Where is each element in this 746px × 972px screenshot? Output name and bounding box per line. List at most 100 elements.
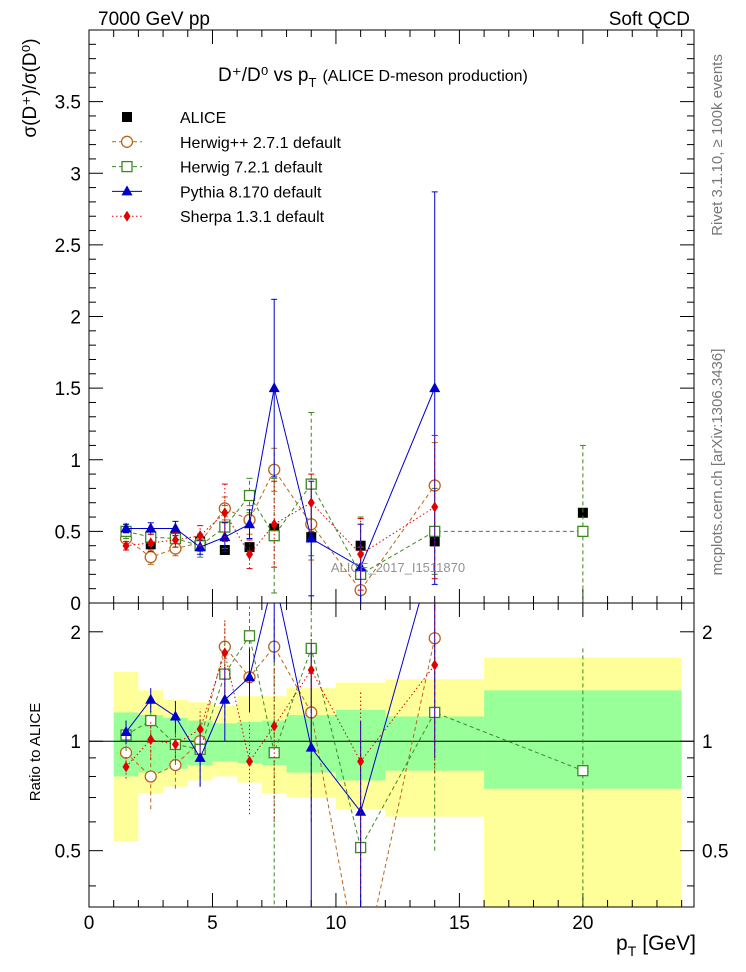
ratio-point-herwig7	[243, 630, 256, 642]
ratio-line-herwigpp	[125, 638, 436, 907]
ratio-line-sherpa	[125, 650, 436, 768]
main-y-tick-label: 2	[70, 308, 81, 329]
ratio-point-pythia	[194, 751, 206, 762]
ratio-series-sherpa	[122, 603, 439, 895]
ratio-point-pythia	[145, 693, 157, 704]
data-point-pythia	[169, 522, 181, 533]
ratio-frame-border	[88, 602, 695, 908]
ratio-panel: 0 5 10 15 20 0.5 0.5 1 1 2 2	[55, 602, 728, 934]
data-point-sherpa	[221, 507, 229, 519]
data-point-sherpa	[171, 534, 179, 546]
legend-label-alice: ALICE	[180, 110, 226, 127]
legend-marker-herwig7	[121, 160, 133, 173]
data-point-sherpa	[147, 537, 155, 549]
main-y-tick-label: 1.5	[55, 379, 81, 400]
rivet-version-label: Rivet 3.1.10, ≥ 100k events	[709, 54, 726, 236]
legend-marker-pythia	[121, 185, 133, 196]
series-herwig7	[120, 411, 589, 603]
legend-marker-alice	[122, 112, 132, 122]
ratio-point-sherpa	[221, 647, 229, 659]
ratio-point-pythia	[305, 741, 317, 752]
series-line-pythia	[126, 387, 436, 568]
x-tick-label: 5	[207, 913, 218, 934]
ratio-point-pythia	[355, 805, 367, 816]
x-axis-label: pT [GeV]	[616, 932, 696, 959]
ratio-point-sherpa	[147, 734, 155, 746]
ratio-point-pythia	[169, 710, 181, 721]
main-y-tick-label: 3.5	[55, 93, 81, 114]
ratio-point-herwigpp	[144, 770, 157, 783]
series-sherpa	[122, 434, 439, 591]
data-point-sherpa	[357, 548, 365, 560]
ratio-point-pythia	[244, 671, 256, 682]
ratio-y-axis-label: Ratio to ALICE	[27, 703, 44, 801]
ratio-y-tick-label: 1	[70, 732, 81, 753]
plot-title-sub: T	[309, 75, 317, 90]
series-line-herwig7	[125, 483, 583, 576]
energy-label: 7000 GeV pp	[98, 9, 210, 30]
main-y-tick-label: 3	[70, 164, 81, 185]
soft-qcd-label: Soft QCD	[609, 9, 690, 30]
ratio-point-sherpa	[270, 720, 278, 732]
legend-label-pythia: Pythia 8.170 default	[180, 184, 322, 201]
ratio-point-sherpa	[307, 664, 315, 676]
x-axis-label-sub: T	[628, 943, 637, 959]
ratio-point-sherpa	[431, 659, 439, 671]
data-point-sherpa	[122, 540, 130, 552]
mcplots-label: mcplots.cern.ch [arXiv:1306.3436]	[709, 349, 726, 576]
ratio-line-pythia	[125, 603, 420, 813]
data-point-sherpa	[307, 497, 315, 509]
analysis-watermark: ALICE_2017_I1511870	[331, 560, 465, 575]
legend-label-sherpa: Sherpa 1.3.1 default	[180, 209, 325, 226]
ratio-point-sherpa	[171, 738, 179, 750]
plot-title-suffix: (ALICE D-meson production)	[322, 68, 527, 85]
x-tick-label: 20	[572, 913, 593, 934]
legend-label-herwigpp: Herwig++ 2.7.1 default	[180, 135, 342, 152]
ratio-point-sherpa	[246, 755, 254, 767]
main-y-tick-label: 0.5	[55, 522, 81, 543]
data-point-herwig7	[577, 525, 589, 538]
legend: ALICE Herwig++ 2.7.1 default Herwig 7.2.1 …	[112, 110, 342, 226]
data-point-alice	[577, 507, 588, 518]
main-y-tick-label: 1	[70, 451, 81, 472]
x-tick-label: 0	[84, 913, 95, 934]
legend-marker-sherpa	[123, 210, 131, 222]
plot-title-main: D⁺/D⁰ vs p	[218, 65, 309, 86]
data-point-sherpa	[196, 530, 204, 542]
data-point-sherpa	[246, 548, 254, 560]
ratio-point-pythia	[219, 693, 231, 704]
main-y-tick-label: 2.5	[55, 236, 81, 257]
data-point-pythia	[120, 522, 132, 533]
data-point-herwig7	[243, 489, 256, 502]
ratio-point-herwig7	[145, 714, 157, 727]
ratio-point-sherpa	[122, 761, 130, 773]
x-axis-label-suffix: [GeV]	[642, 932, 696, 955]
ratio-y-tick-label: 2	[70, 623, 81, 644]
ratio-point-sherpa	[357, 755, 365, 767]
series-line-herwigpp	[125, 468, 436, 591]
ratio-point-herwig7	[577, 765, 589, 777]
plot-title: D⁺/D⁰ vs pT (ALICE D-meson production)	[218, 65, 528, 90]
data-point-pythia	[268, 382, 280, 393]
legend-marker-herwigpp	[120, 135, 134, 148]
series-pythia	[120, 191, 441, 603]
legend-label-herwig7: Herwig 7.2.1 default	[180, 160, 323, 177]
main-panel: 0 0.5 1 1.5 2 2.5 3 3.5	[55, 29, 695, 615]
ratio-y-tick-label-right: 2	[702, 623, 713, 644]
ratio-y-tick-label-right: 1	[702, 732, 713, 753]
main-y-tick-label: 0	[70, 594, 81, 615]
data-point-herwigpp	[144, 551, 157, 564]
ratio-y-tick-label-right: 0.5	[702, 842, 728, 863]
data-point-sherpa	[270, 518, 278, 530]
x-axis-label-main: p	[616, 932, 628, 955]
data-point-pythia	[305, 532, 317, 543]
data-point-pythia	[429, 382, 441, 393]
x-tick-label: 15	[449, 913, 470, 934]
main-y-axis-label: σ(D⁺)/σ(D⁰)	[20, 38, 41, 137]
data-point-pythia	[145, 522, 157, 533]
ratio-point-pythia	[120, 726, 132, 737]
ratio-bands	[113, 657, 682, 907]
data-point-pythia	[355, 561, 367, 572]
series-line-sherpa	[125, 502, 435, 556]
